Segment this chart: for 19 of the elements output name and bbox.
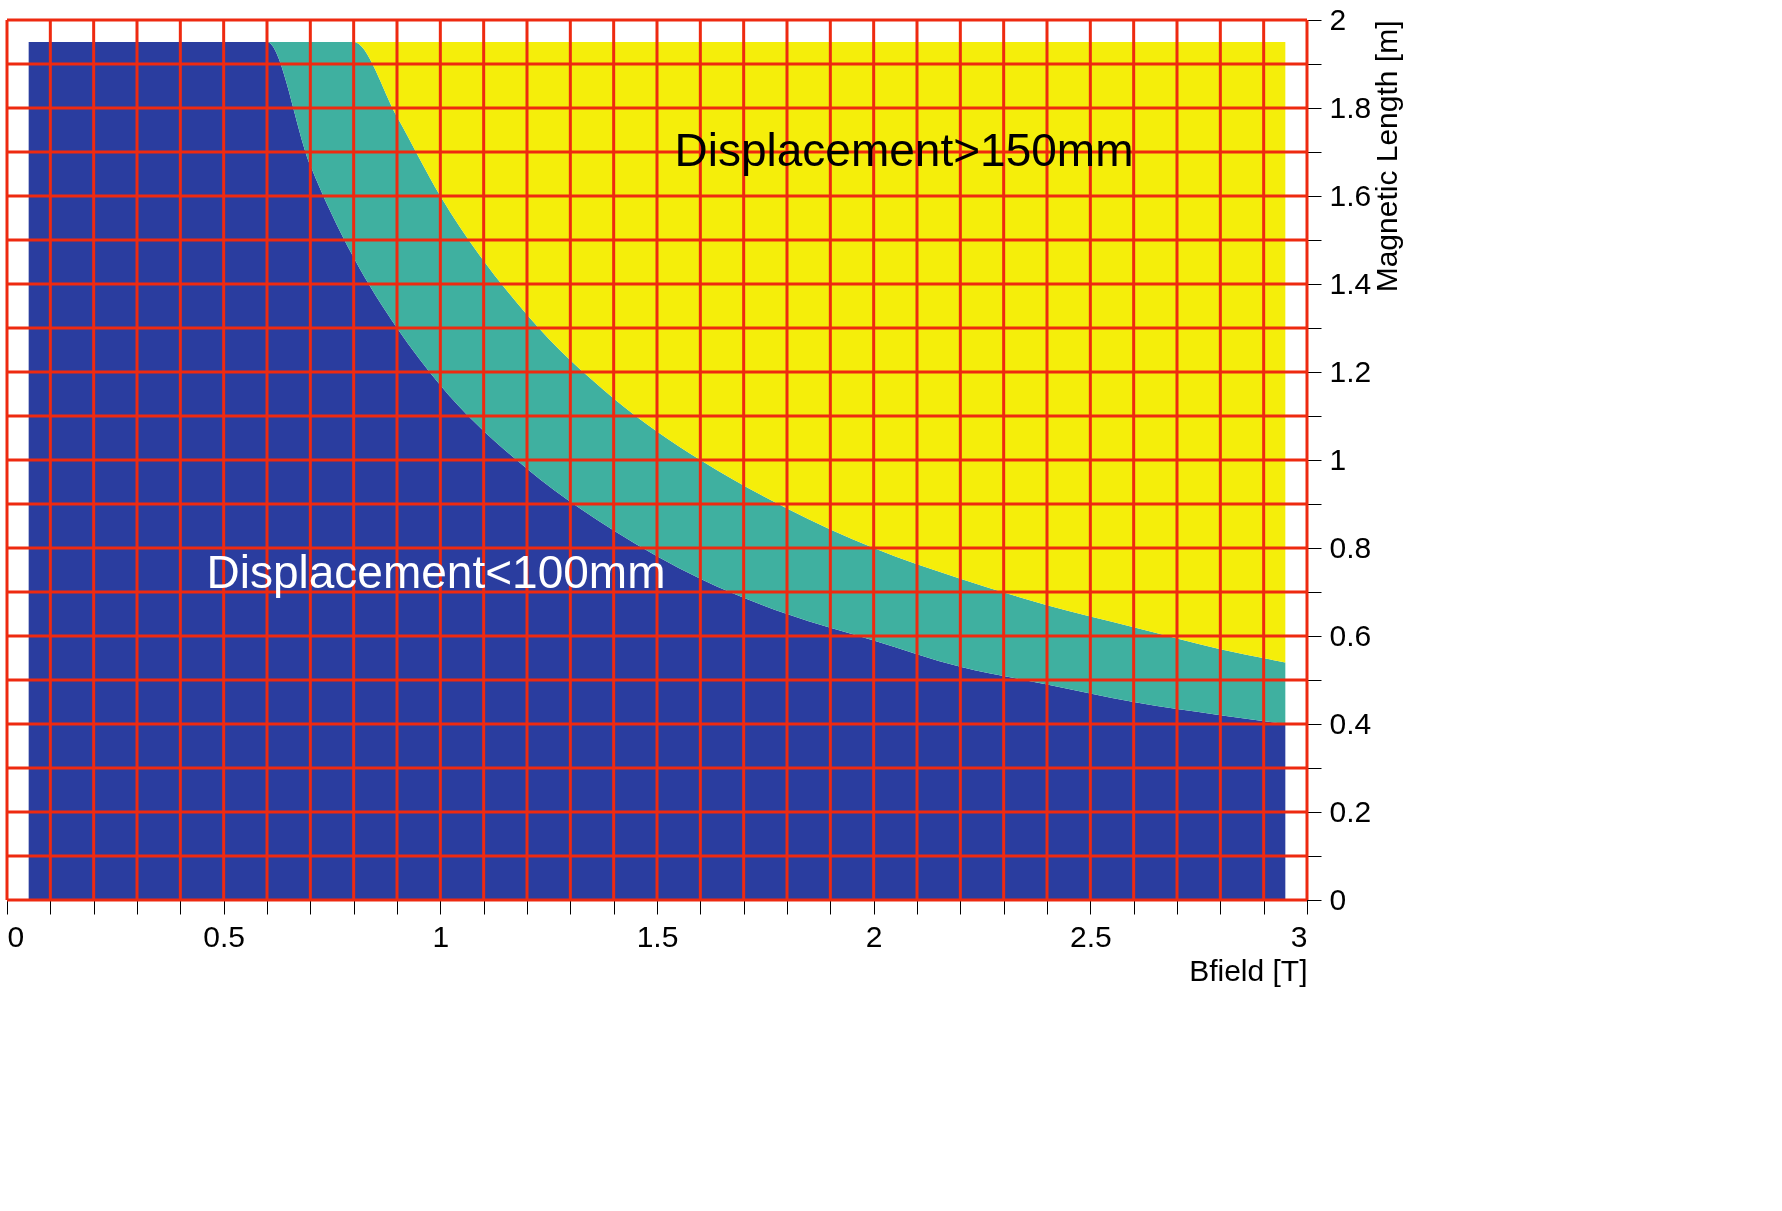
y-tick-label: 1.2	[1329, 354, 1372, 388]
y-tick-label: 1	[1329, 442, 1347, 476]
y-tick-label: 1.6	[1329, 178, 1372, 212]
y-tick-label: 0.8	[1329, 530, 1372, 564]
y-tick-label: 0.4	[1329, 706, 1372, 740]
y-tick-label: 1.8	[1329, 90, 1372, 124]
y-tick-label: 0.6	[1329, 618, 1372, 652]
x-tick-label: 1	[432, 919, 450, 953]
y-tick-label: 2	[1329, 2, 1347, 36]
y-tick-label: 0	[1329, 882, 1347, 916]
y-tick-label: 0.2	[1329, 794, 1372, 828]
y-tick-label: 1.4	[1329, 266, 1372, 300]
x-tick-label: 3	[1290, 919, 1308, 953]
x-tick-label: 1.5	[636, 919, 679, 953]
x-tick-label: 2	[865, 919, 883, 953]
x-axis-title: Bfield [T]	[1189, 953, 1308, 987]
x-tick-label: 2.5	[1069, 919, 1112, 953]
x-tick-label: 0	[7, 919, 25, 953]
x-tick-label: 0.5	[203, 919, 246, 953]
